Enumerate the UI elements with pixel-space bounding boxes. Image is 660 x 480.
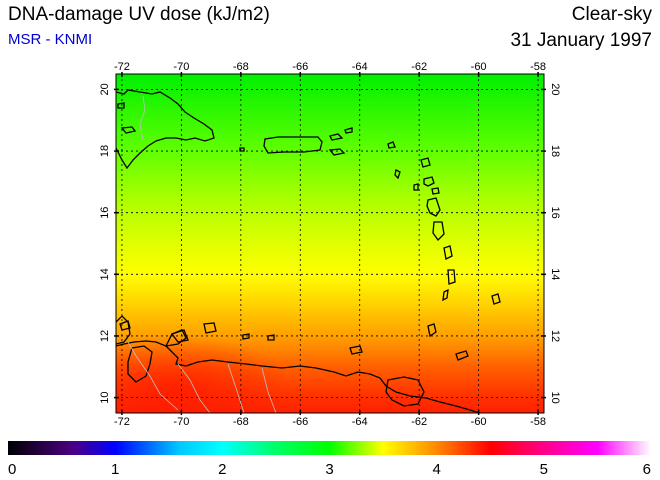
- border-state-2: [227, 363, 245, 413]
- coastline-los-roques: [267, 334, 275, 341]
- coastline-antigua: [420, 157, 431, 168]
- lat-tick-label-left: 14: [99, 268, 111, 280]
- coastline-virgin-islands-1: [329, 133, 344, 141]
- data-source-label: MSR - KNMI: [8, 31, 93, 48]
- lon-tick-label-top: -72: [114, 61, 130, 73]
- country-borders: [127, 95, 277, 413]
- lat-tick-label-right: 20: [549, 83, 561, 95]
- coastline-guadeloupe: [423, 176, 435, 187]
- coastline-vieques: [328, 148, 346, 156]
- colorbar-tick-label: 1: [111, 461, 119, 478]
- map-title: DNA-damage UV dose (kJ/m2): [8, 4, 270, 25]
- coastline-puerto-rico: [263, 136, 323, 154]
- coastline-barbados: [491, 293, 501, 305]
- coastline-guajira: [116, 315, 131, 345]
- coastline-lake-maracaibo: [127, 345, 153, 383]
- coastline-tobago: [455, 350, 469, 361]
- coastline-dominica: [426, 197, 441, 217]
- coastline-virgin-islands-2: [344, 127, 353, 134]
- lat-tick-label-left: 12: [99, 330, 111, 342]
- coastline-grenada: [427, 323, 437, 338]
- colorbar-tick-label: 2: [218, 461, 226, 478]
- coastline-margarita: [349, 345, 363, 355]
- colorbar-tick-label: 4: [432, 461, 440, 478]
- axis-ticks: -72 -72 -70 -70 -68 -68 -66 -66 -64 -64 -62 -62 -60 -…: [99, 61, 561, 428]
- coastlines: [116, 89, 501, 413]
- lon-tick-label-bottom: -72: [114, 416, 130, 428]
- lon-tick-label-bottom: -58: [530, 416, 546, 428]
- coastline-grenadines: [442, 288, 449, 302]
- coastline-la-orchila: [242, 333, 250, 340]
- colorbar: 0 1 2 3 4 5 6: [8, 441, 651, 478]
- date-label: 31 January 1997: [510, 30, 652, 51]
- map-frame: [116, 74, 544, 413]
- coastline-martinique: [432, 221, 445, 242]
- lon-tick-label-top: -66: [292, 61, 308, 73]
- coastline-st-lucia: [443, 245, 453, 260]
- lat-tick-label-right: 10: [549, 391, 561, 403]
- lon-tick-label-top: -68: [233, 61, 249, 73]
- lon-tick-label-top: -60: [471, 61, 487, 73]
- lon-tick-label-bottom: -66: [292, 416, 308, 428]
- coastline-hispaniola: [116, 89, 215, 170]
- coastline-paraguana: [164, 329, 187, 347]
- lon-tick-label-top: -64: [352, 61, 368, 73]
- sky-condition-label: Clear-sky: [571, 4, 652, 25]
- coastline-st-kitts: [394, 169, 401, 180]
- lon-tick-label-bottom: -62: [411, 416, 427, 428]
- lon-tick-label-bottom: -60: [471, 416, 487, 428]
- border-state-3: [261, 367, 277, 413]
- lat-tick-label-left: 20: [99, 83, 111, 95]
- coastline-gonave: [117, 102, 125, 109]
- colorbar-tick-label: 5: [540, 461, 548, 478]
- map-border: [115, 73, 545, 414]
- lon-tick-label-top: -70: [173, 61, 189, 73]
- coastline-tortuga: [120, 126, 137, 134]
- lat-tick-label-right: 12: [549, 330, 561, 342]
- colorbar-gradient: [8, 441, 651, 455]
- border-haiti-dr: [139, 95, 146, 141]
- coastline-montserrat: [413, 183, 419, 191]
- coastline-aruba: [119, 320, 131, 331]
- lon-tick-label-bottom: -64: [352, 416, 368, 428]
- coastline-anguilla: [387, 141, 396, 149]
- coastline-bonaire: [203, 322, 217, 334]
- border-colombia-venezuela: [127, 341, 179, 411]
- lat-tick-label-left: 16: [99, 207, 111, 219]
- graticule: [116, 74, 544, 413]
- lat-tick-label-right: 16: [549, 207, 561, 219]
- lat-tick-label-right: 14: [549, 268, 561, 280]
- lon-tick-label-bottom: -70: [173, 416, 189, 428]
- coastline-st-vincent: [447, 269, 456, 285]
- high-dose-area: [116, 335, 295, 413]
- coastline-trinidad: [385, 376, 425, 407]
- lon-tick-label-top: -58: [530, 61, 546, 73]
- lat-tick-label-left: 10: [99, 391, 111, 403]
- lon-tick-label-top: -62: [411, 61, 427, 73]
- colorbar-tick-label: 3: [325, 461, 333, 478]
- coastline-marie-galante: [431, 187, 440, 195]
- colorbar-tick-label: 6: [643, 461, 651, 478]
- colorbar-tick-label: 0: [8, 461, 16, 478]
- lat-tick-label-left: 18: [99, 145, 111, 157]
- lon-tick-label-bottom: -68: [233, 416, 249, 428]
- border-state-1: [177, 363, 211, 413]
- lat-tick-label-right: 18: [549, 145, 561, 157]
- coastline-mona: [239, 147, 245, 152]
